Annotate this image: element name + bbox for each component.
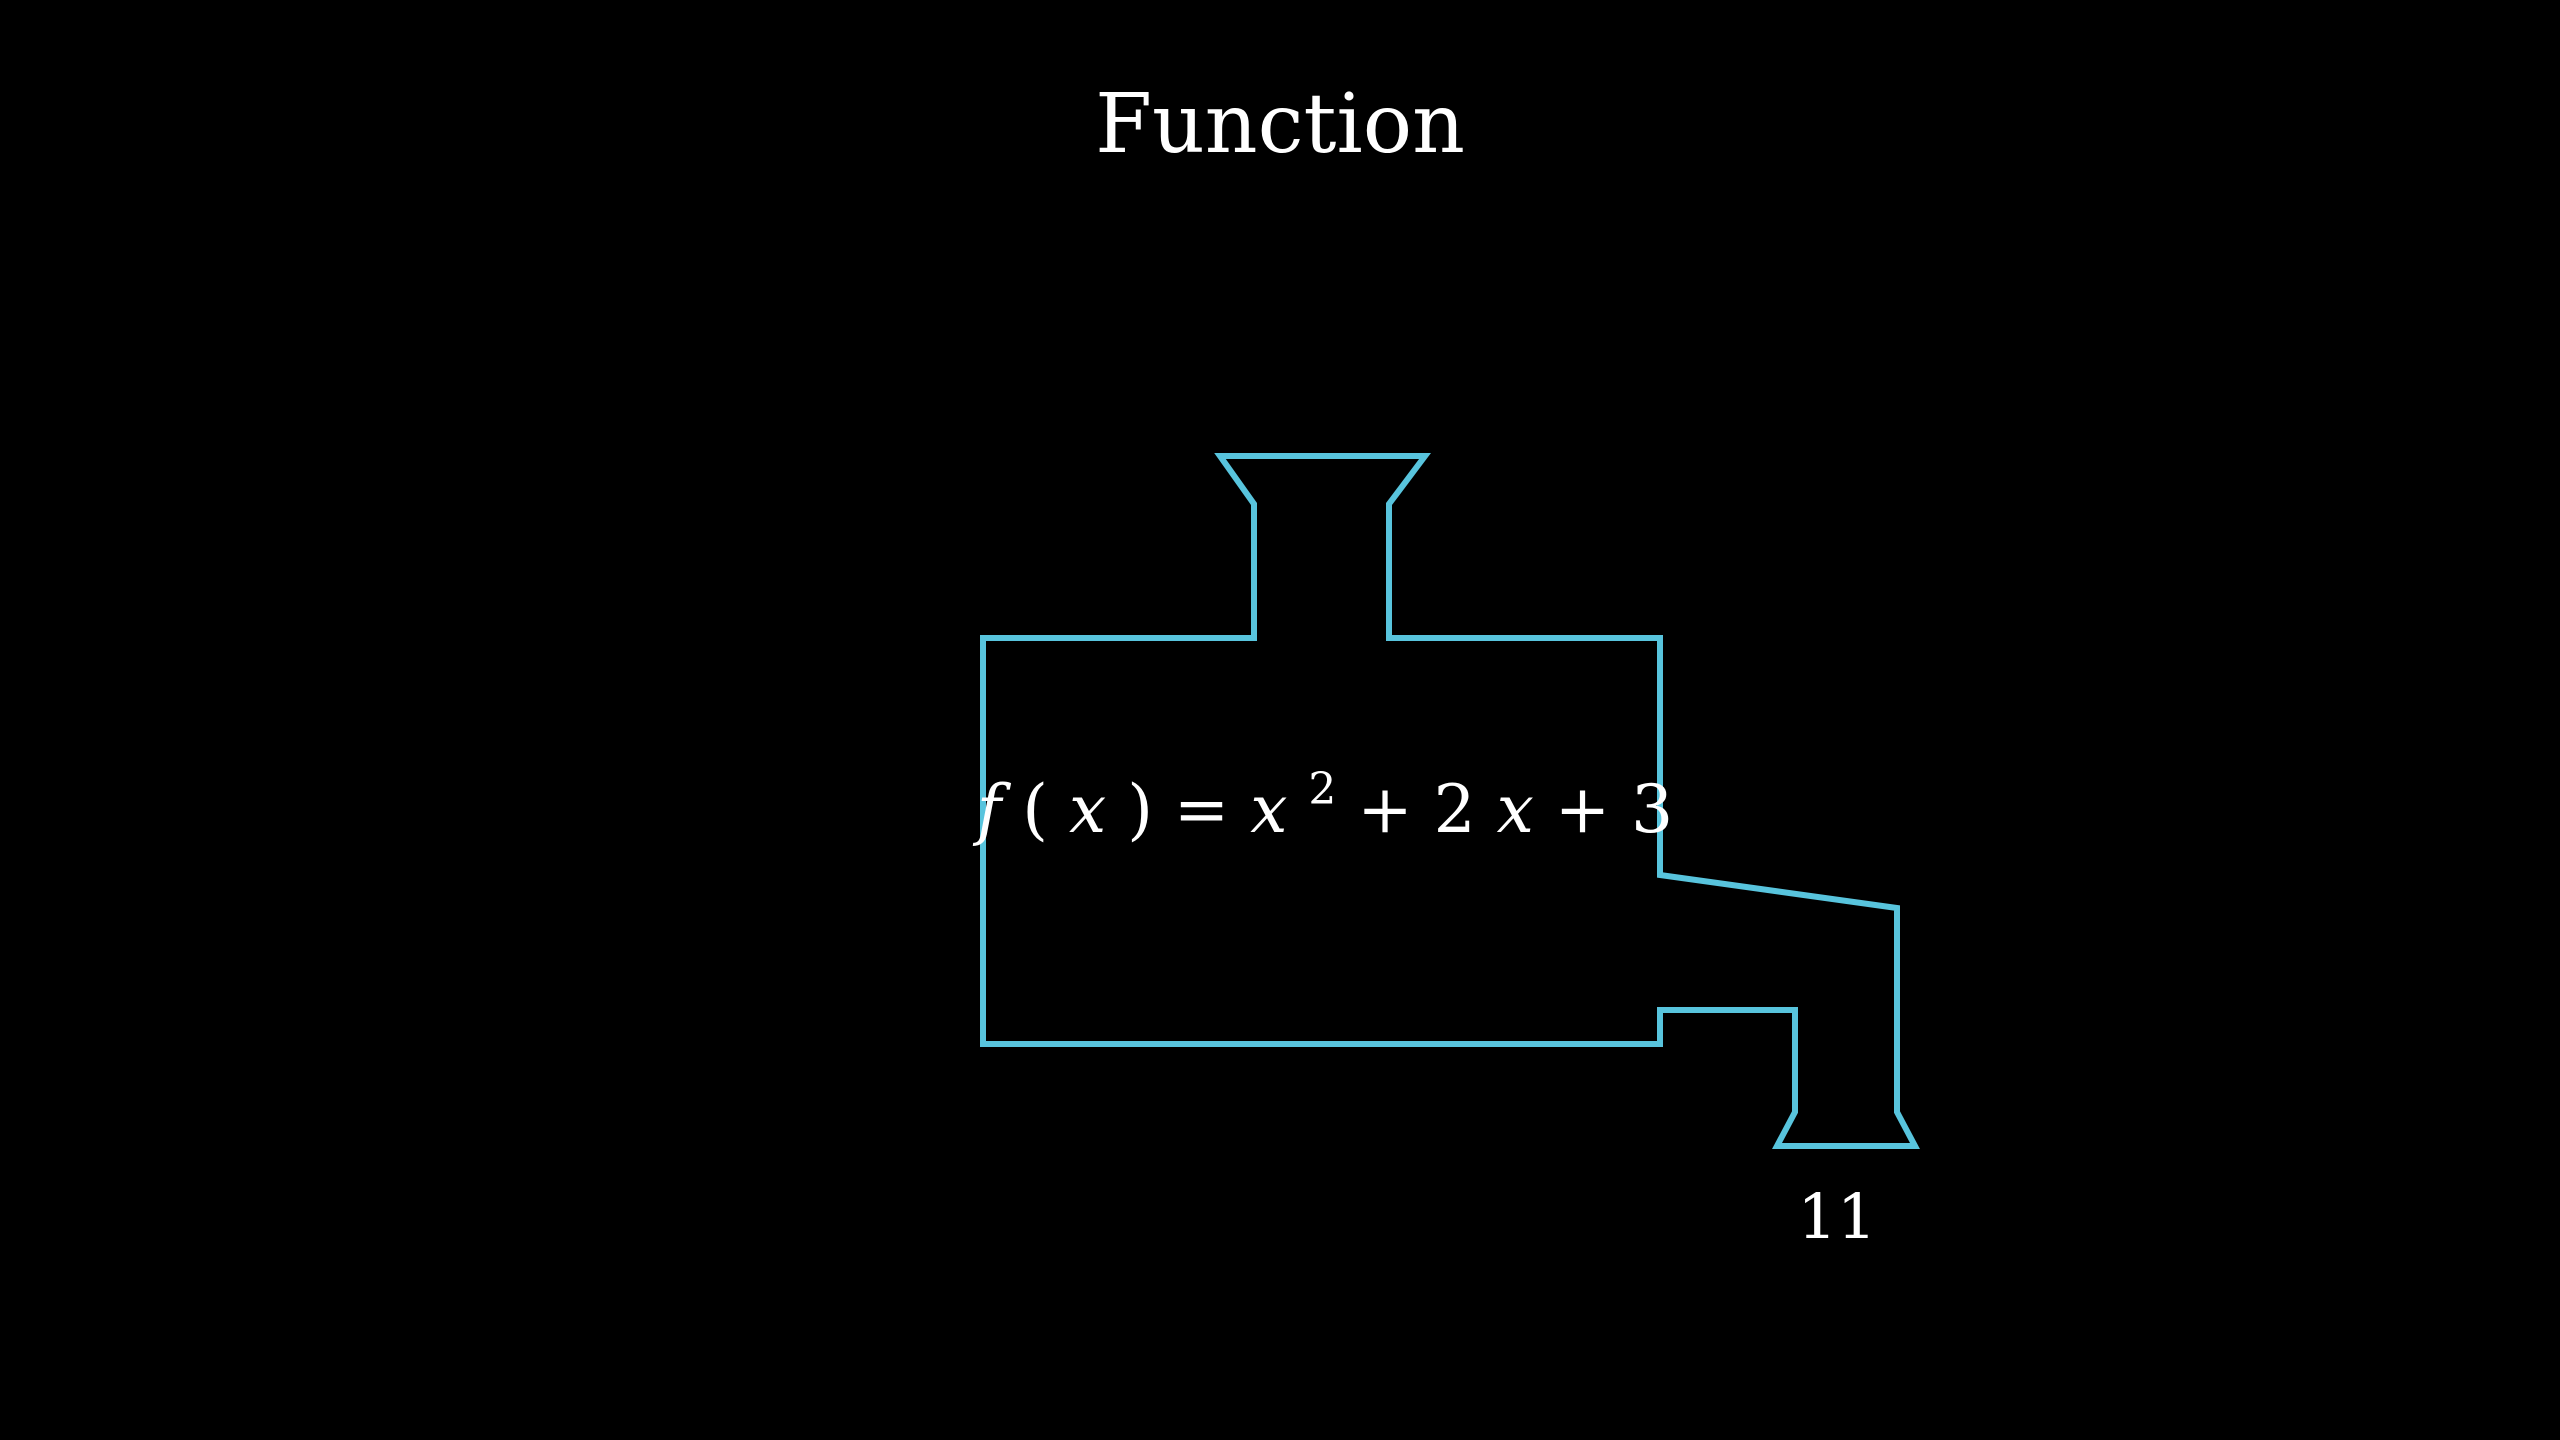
formula-term1-variable: x	[1250, 771, 1287, 848]
formula-close-paren-equals: ) =	[1127, 771, 1250, 848]
formula-term2-variable: x	[1497, 771, 1534, 848]
formula-plus-three: + 3	[1555, 771, 1673, 848]
formula-variable: x	[1069, 771, 1106, 848]
output-value: 11	[1798, 1180, 1877, 1253]
formula-plus-two: + 2	[1357, 771, 1475, 848]
function-formula: f ( x ) = x 2 + 2 x + 3	[972, 743, 1673, 848]
function-machine-outline	[980, 453, 1920, 1149]
formula-function-name: f	[972, 771, 1012, 848]
formula-exponent: 2	[1308, 764, 1336, 815]
formula-open-paren: (	[1022, 771, 1048, 848]
page-title: Function	[1095, 77, 1465, 172]
